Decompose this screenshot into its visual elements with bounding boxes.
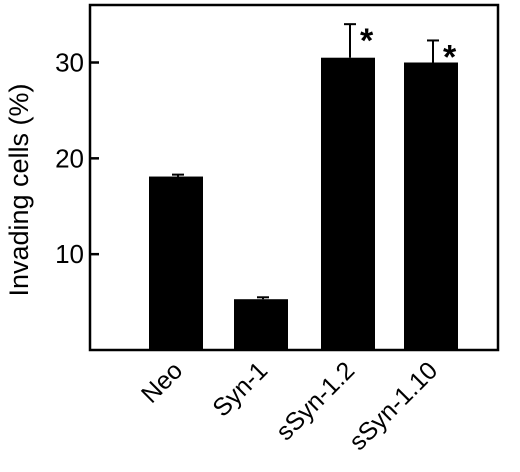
bar-ssyn-1-2 <box>321 57 375 350</box>
significance-marker: * <box>443 38 457 76</box>
x-category-label: sSyn-1.10 <box>344 356 443 455</box>
y-tick-label: 10 <box>55 239 84 269</box>
bar-neo <box>149 176 203 350</box>
x-category-label: Syn-1 <box>207 356 273 422</box>
x-category-label: Neo <box>136 356 188 408</box>
bar-ssyn-1-10 <box>404 62 458 350</box>
plot-frame <box>88 3 500 352</box>
significance-marker: * <box>360 22 374 60</box>
y-tick-label: 30 <box>55 48 84 78</box>
bar-syn-1 <box>234 299 288 350</box>
y-axis-label: Invading cells (%) <box>4 83 34 296</box>
y-tick-label: 20 <box>55 143 84 173</box>
